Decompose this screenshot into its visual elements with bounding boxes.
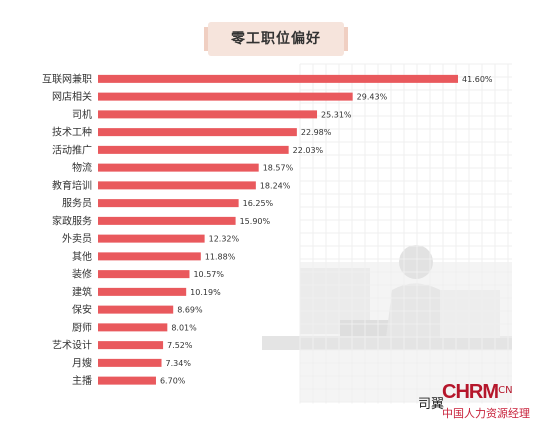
value-label: 18.57% — [263, 164, 294, 173]
person-head — [399, 245, 433, 279]
bar — [98, 305, 174, 314]
category-label: 其他 — [72, 250, 92, 263]
value-label: 22.03% — [293, 146, 324, 155]
bar-row: 建筑 10.19% — [72, 285, 221, 298]
value-label: 6.70% — [160, 377, 186, 386]
bar — [98, 92, 353, 101]
bar-row: 网店相关 29.43% — [52, 90, 388, 103]
category-label: 厨师 — [72, 321, 92, 334]
value-label: 25.31% — [321, 110, 352, 119]
bar — [98, 181, 256, 190]
value-label: 11.88% — [205, 252, 236, 261]
category-label: 服务员 — [62, 197, 92, 210]
bar-row: 厨师 8.01% — [72, 321, 197, 334]
bar-row: 司机 25.31% — [72, 108, 352, 121]
value-label: 8.01% — [171, 323, 197, 332]
bar-row: 其他 11.88% — [72, 250, 236, 263]
category-label: 保安 — [72, 303, 92, 316]
bar — [98, 234, 205, 243]
bar-row: 主播 6.70% — [72, 374, 186, 387]
bar-row: 互联网兼职 41.60% — [42, 72, 493, 85]
watermark-mark: 司翼 — [418, 397, 445, 412]
category-label: 技术工种 — [52, 126, 92, 139]
bar — [98, 216, 236, 225]
category-label: 网店相关 — [52, 90, 92, 103]
bar-row: 服务员 16.25% — [62, 197, 274, 210]
bar — [98, 74, 458, 83]
category-label: 外卖员 — [62, 233, 92, 245]
value-label: 41.60% — [462, 75, 493, 84]
category-label: 月嫂 — [72, 357, 92, 369]
watermark-domain: .CN — [495, 385, 513, 396]
bar — [98, 341, 164, 350]
bar — [98, 128, 297, 137]
bar — [98, 323, 168, 332]
value-label: 16.25% — [243, 199, 274, 208]
chair — [440, 290, 500, 338]
category-label: 家政服务 — [52, 214, 92, 227]
bar — [98, 358, 162, 367]
value-label: 10.57% — [193, 270, 224, 279]
bar — [98, 199, 239, 208]
category-label: 建筑 — [72, 285, 92, 298]
bar — [98, 145, 289, 154]
chart-grid — [299, 63, 512, 404]
value-label: 8.69% — [177, 306, 203, 315]
bar — [98, 163, 259, 172]
bar — [98, 376, 156, 385]
watermark-logo-text: CHRM — [442, 381, 499, 403]
bar — [98, 252, 201, 261]
category-label: 司机 — [72, 108, 92, 121]
value-label: 7.34% — [166, 359, 192, 368]
value-label: 22.98% — [301, 128, 332, 137]
category-label: 物流 — [72, 161, 92, 174]
bar-row: 物流 18.57% — [72, 161, 294, 174]
bar-row: 家政服务 15.90% — [52, 214, 270, 227]
chart-title-banner: 零工职位偏好 — [204, 22, 348, 56]
category-label: 装修 — [72, 268, 92, 281]
bar-row: 技术工种 22.98% — [52, 126, 332, 139]
category-label: 互联网兼职 — [42, 72, 92, 85]
category-label: 教育培训 — [52, 179, 92, 192]
bar-row: 外卖员 12.32% — [62, 233, 240, 245]
bar — [98, 270, 190, 279]
value-label: 29.43% — [357, 93, 388, 102]
bar-row: 月嫂 7.34% — [72, 357, 191, 369]
value-label: 10.19% — [190, 288, 221, 297]
bar — [98, 287, 187, 296]
category-label: 活动推广 — [52, 143, 92, 156]
value-label: 12.32% — [209, 235, 240, 244]
bar-row: 活动推广 22.03% — [52, 143, 324, 156]
watermark-subtitle: 中国人力资源经理 — [442, 407, 530, 420]
bar-row: 装修 10.57% — [72, 268, 224, 281]
value-label: 7.52% — [167, 341, 193, 350]
category-label: 艺术设计 — [52, 339, 92, 352]
value-label: 18.24% — [260, 181, 291, 190]
watermark-logo: CHRM .CN 中国人力资源经理 — [440, 381, 550, 429]
desk-top — [262, 336, 512, 350]
bar-row: 保安 8.69% — [72, 303, 203, 316]
bar — [98, 110, 318, 119]
value-label: 15.90% — [240, 217, 271, 226]
bar-row: 艺术设计 7.52% — [52, 339, 193, 352]
chart-title: 零工职位偏好 — [231, 31, 321, 47]
bar-series: 互联网兼职 41.60% 网店相关 29.43% 司机 25.31% 技术工种 22.98% 活… — [42, 72, 493, 387]
bar-row: 教育培训 18.24% — [52, 179, 291, 192]
category-label: 主播 — [72, 374, 92, 387]
